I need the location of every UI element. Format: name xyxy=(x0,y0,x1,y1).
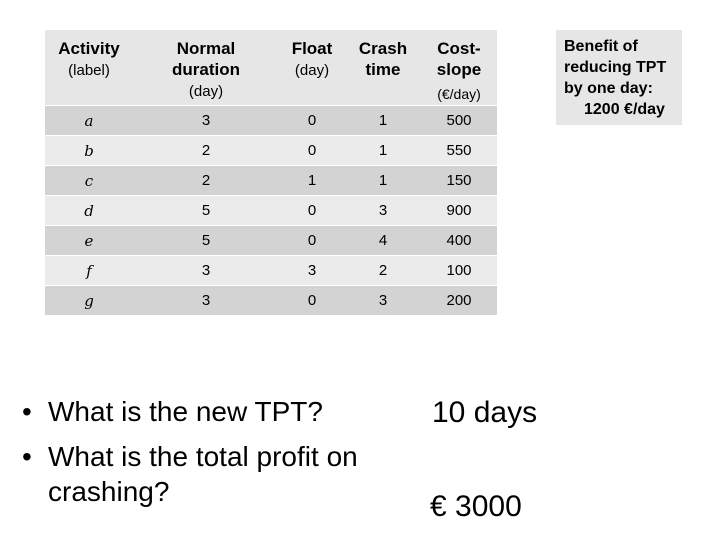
question-total-profit: What is the total profit on crashing? xyxy=(48,441,358,507)
question-new-tpt: What is the new TPT? xyxy=(48,396,323,427)
table-row: b 2 0 1 550 xyxy=(45,135,497,166)
cell-activity: g xyxy=(45,285,133,315)
cell-activity: c xyxy=(45,165,133,196)
table-row: c 2 1 1 150 xyxy=(45,165,497,196)
cell-normal-duration: 5 xyxy=(133,225,279,256)
benefit-line-1: Benefit of xyxy=(564,38,638,55)
cell-float: 0 xyxy=(279,195,345,226)
benefit-line-2: reducing TPT xyxy=(564,59,667,76)
cell-cost-slope: 900 xyxy=(421,195,497,226)
cell-float: 0 xyxy=(279,285,345,315)
header-float: Float (day) xyxy=(279,30,345,106)
header-activity-unit: (label) xyxy=(68,62,110,79)
cell-crash-time: 2 xyxy=(345,255,421,286)
header-crash-time: Crash time xyxy=(345,30,421,106)
cell-cost-slope: 400 xyxy=(421,225,497,256)
cell-normal-duration: 2 xyxy=(133,135,279,166)
cell-crash-time: 4 xyxy=(345,225,421,256)
cell-crash-time: 3 xyxy=(345,195,421,226)
cell-float: 0 xyxy=(279,135,345,166)
cell-cost-slope: 200 xyxy=(421,285,497,315)
question-list: • What is the new TPT? • What is the tot… xyxy=(22,394,422,519)
header-float-title: Float xyxy=(291,39,333,58)
table-header-row: Activity (label) Normal duration (day) F… xyxy=(45,30,497,106)
header-normal-duration: Normal duration (day) xyxy=(133,30,279,106)
header-activity: Activity (label) xyxy=(45,30,133,106)
benefit-line-3: by one day: xyxy=(564,80,653,97)
bullet-icon: • xyxy=(22,441,32,472)
cell-normal-duration: 3 xyxy=(133,105,279,136)
cell-float: 1 xyxy=(279,165,345,196)
cell-activity: e xyxy=(45,225,133,256)
cell-activity: a xyxy=(45,105,133,136)
table-row: e 5 0 4 400 xyxy=(45,225,497,256)
question-item: • What is the new TPT? xyxy=(22,394,422,429)
cell-crash-time: 1 xyxy=(345,135,421,166)
cell-float: 3 xyxy=(279,255,345,286)
cell-normal-duration: 3 xyxy=(133,255,279,286)
answer-total-profit: € 3000 xyxy=(430,490,522,523)
cell-crash-time: 1 xyxy=(345,105,421,136)
cell-cost-slope: 100 xyxy=(421,255,497,286)
benefit-note: Benefit of reducing TPT by one day: 1200… xyxy=(556,30,682,125)
cell-cost-slope: 500 xyxy=(421,105,497,136)
cell-float: 0 xyxy=(279,105,345,136)
answer-new-tpt: 10 days xyxy=(432,396,538,429)
header-activity-title: Activity xyxy=(58,39,120,58)
header-cost-slope-title: Cost-slope xyxy=(436,39,482,79)
cell-cost-slope: 550 xyxy=(421,135,497,166)
header-cost-slope-unit: (€/day) xyxy=(437,86,481,102)
cell-activity: d xyxy=(45,195,133,226)
cell-activity: f xyxy=(45,255,133,286)
cell-cost-slope: 150 xyxy=(421,165,497,196)
header-cost-slope: Cost-slope (€/day) xyxy=(421,30,497,106)
cell-normal-duration: 2 xyxy=(133,165,279,196)
table-row: f 3 3 2 100 xyxy=(45,255,497,286)
cell-normal-duration: 5 xyxy=(133,195,279,226)
table-row: g 3 0 3 200 xyxy=(45,285,497,315)
header-crash-time-title: Crash time xyxy=(358,39,408,79)
header-normal-duration-unit: (day) xyxy=(188,83,224,100)
cell-float: 0 xyxy=(279,225,345,256)
cell-activity: b xyxy=(45,135,133,166)
table-row: d 5 0 3 900 xyxy=(45,195,497,226)
header-normal-duration-title: Normal duration xyxy=(172,39,240,79)
bullet-icon: • xyxy=(22,396,32,427)
cell-normal-duration: 3 xyxy=(133,285,279,315)
question-item: • What is the total profit on crashing? xyxy=(22,439,422,509)
benefit-value: 1200 €/day xyxy=(584,101,665,118)
header-float-unit: (day) xyxy=(294,62,330,79)
cell-crash-time: 1 xyxy=(345,165,421,196)
table-row: a 3 0 1 500 xyxy=(45,105,497,136)
crashing-table: Activity (label) Normal duration (day) F… xyxy=(45,30,497,315)
cell-crash-time: 3 xyxy=(345,285,421,315)
